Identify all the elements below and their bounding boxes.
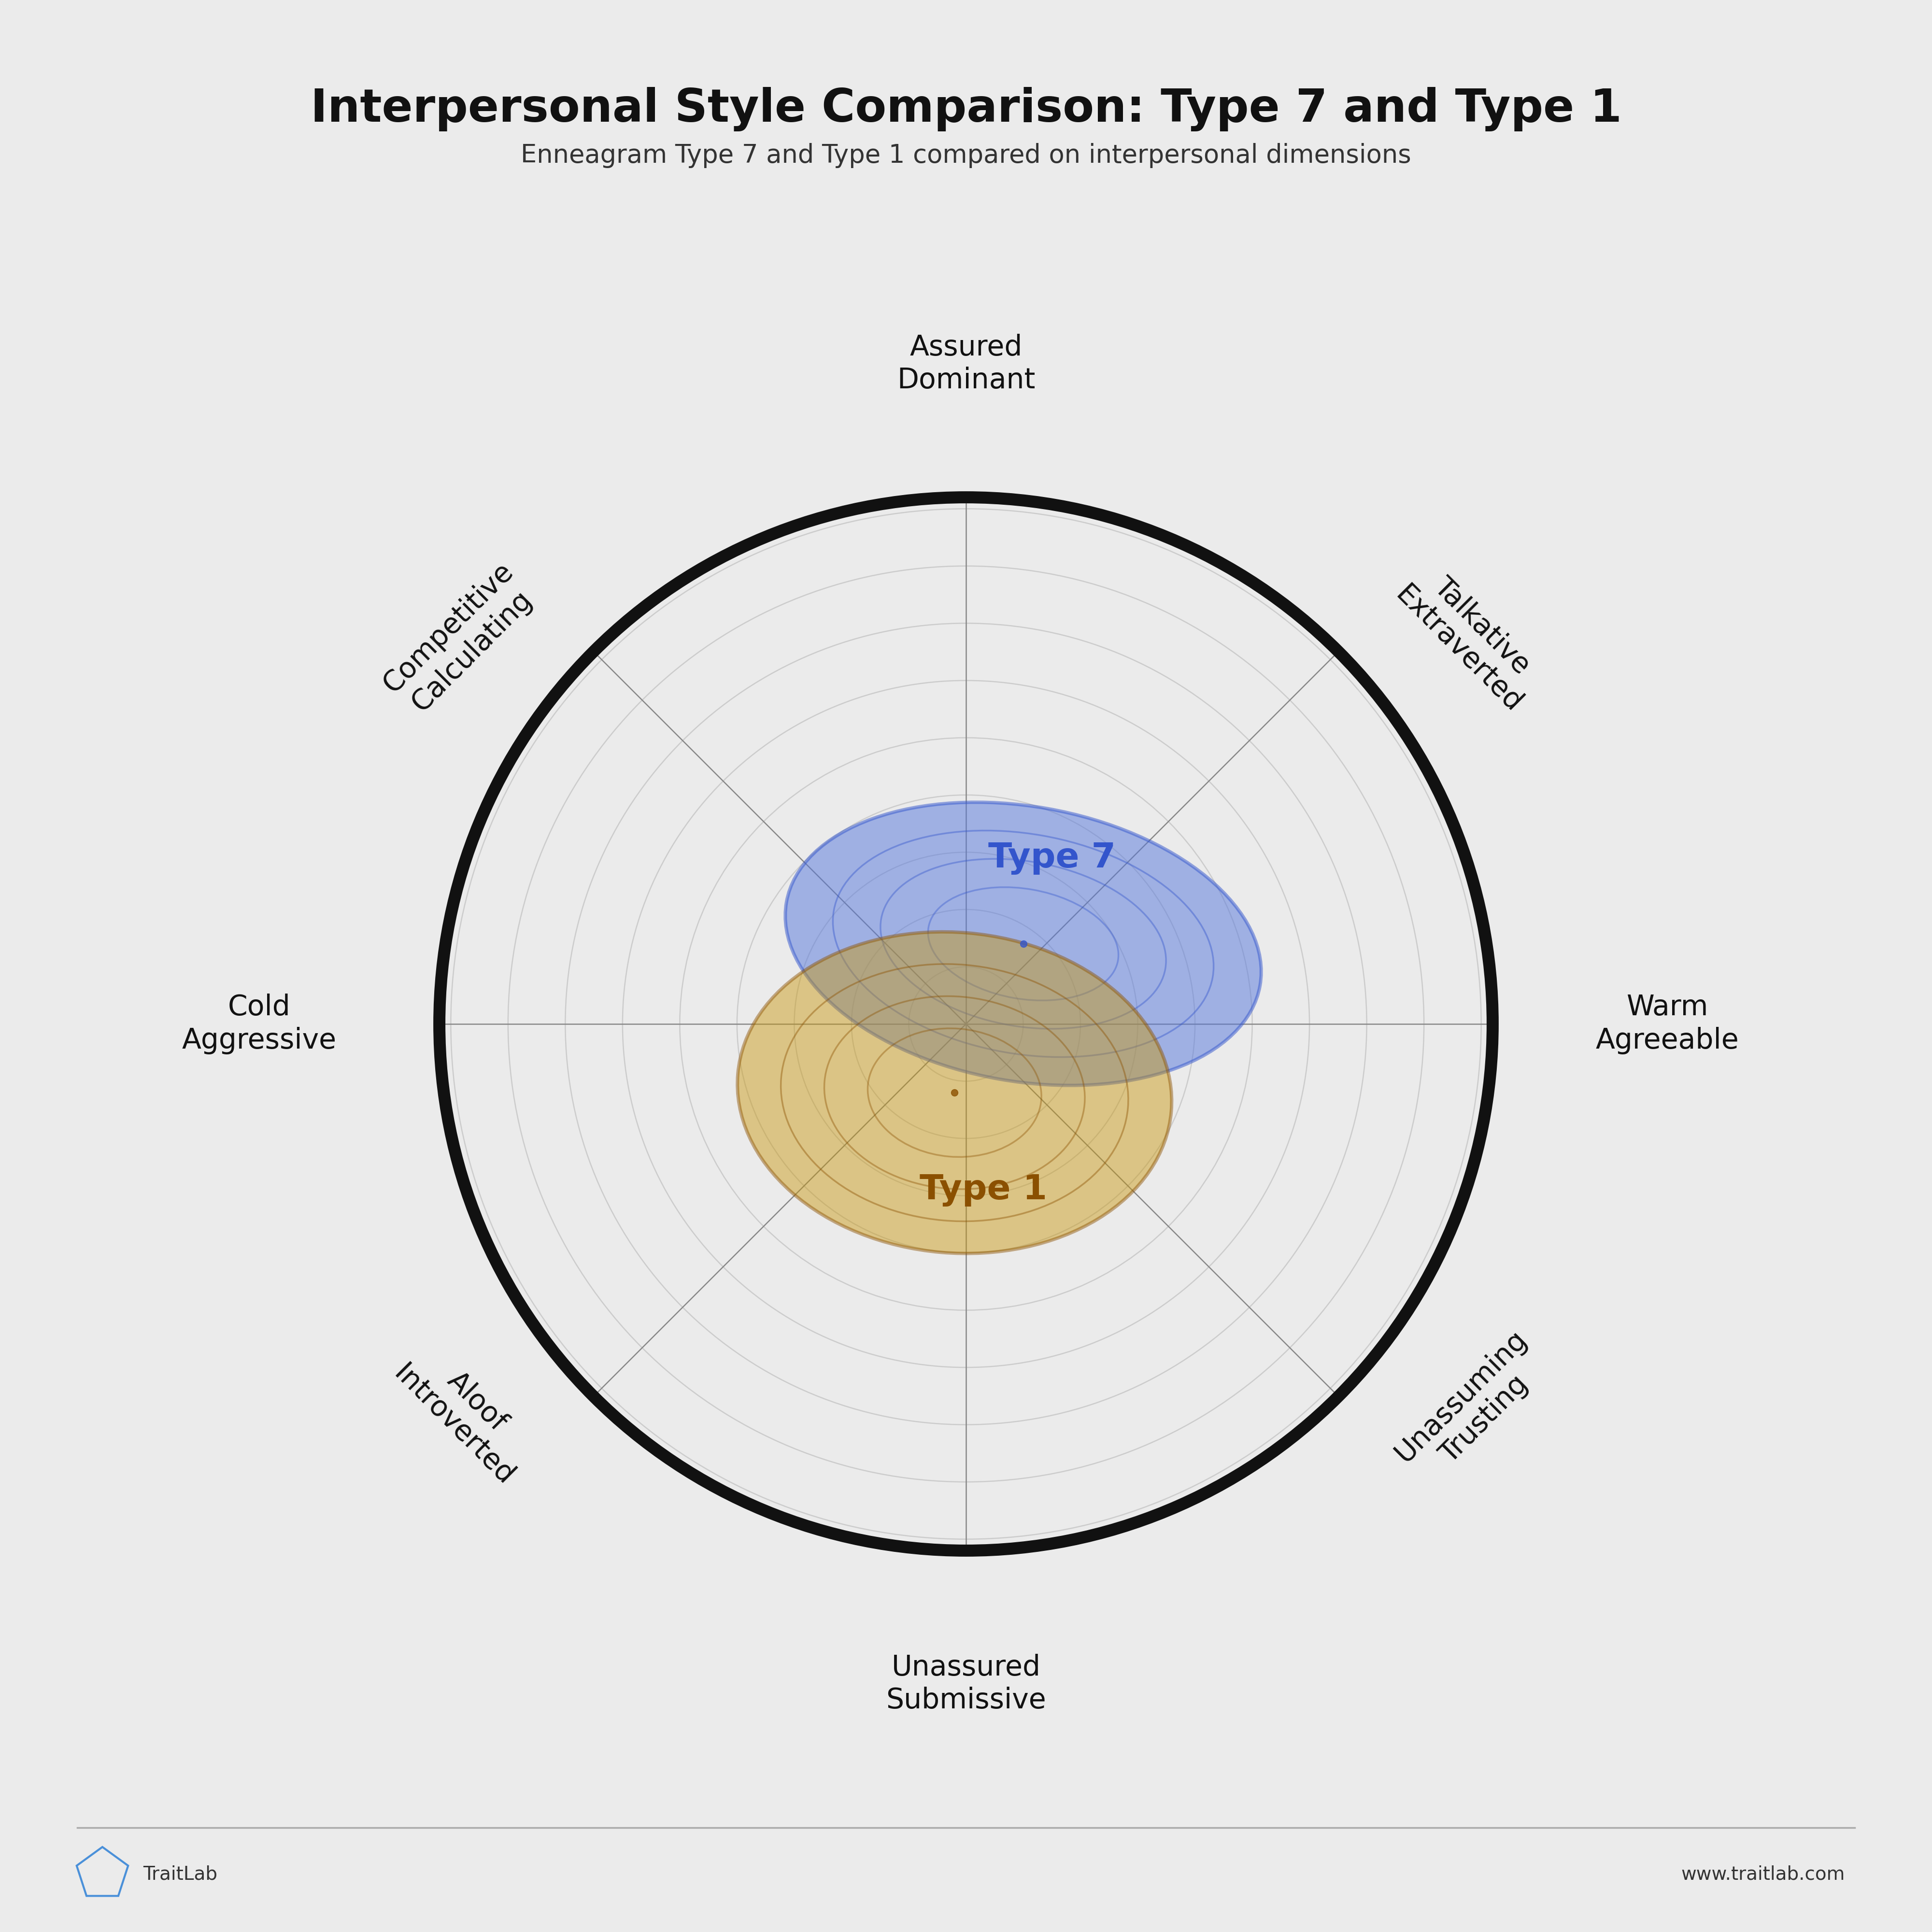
Text: Assured
Dominant: Assured Dominant <box>896 334 1036 394</box>
Text: Enneagram Type 7 and Type 1 compared on interpersonal dimensions: Enneagram Type 7 and Type 1 compared on … <box>522 143 1410 168</box>
Text: Type 1: Type 1 <box>920 1173 1047 1208</box>
Ellipse shape <box>784 802 1262 1086</box>
Text: Warm
Agreeable: Warm Agreeable <box>1596 993 1739 1055</box>
Text: TraitLab: TraitLab <box>143 1864 216 1884</box>
Text: Aloof
Introverted: Aloof Introverted <box>388 1337 543 1492</box>
Text: www.traitlab.com: www.traitlab.com <box>1681 1864 1845 1884</box>
Text: Unassuming
Trusting: Unassuming Trusting <box>1389 1325 1555 1492</box>
Text: Cold
Aggressive: Cold Aggressive <box>182 993 336 1055</box>
Text: Type 7: Type 7 <box>987 840 1115 875</box>
Text: Talkative
Extraverted: Talkative Extraverted <box>1389 556 1549 717</box>
Text: Interpersonal Style Comparison: Type 7 and Type 1: Interpersonal Style Comparison: Type 7 a… <box>311 87 1621 131</box>
Text: Unassured
Submissive: Unassured Submissive <box>887 1654 1045 1714</box>
Ellipse shape <box>738 931 1171 1254</box>
Text: Competitive
Calculating: Competitive Calculating <box>379 556 543 721</box>
